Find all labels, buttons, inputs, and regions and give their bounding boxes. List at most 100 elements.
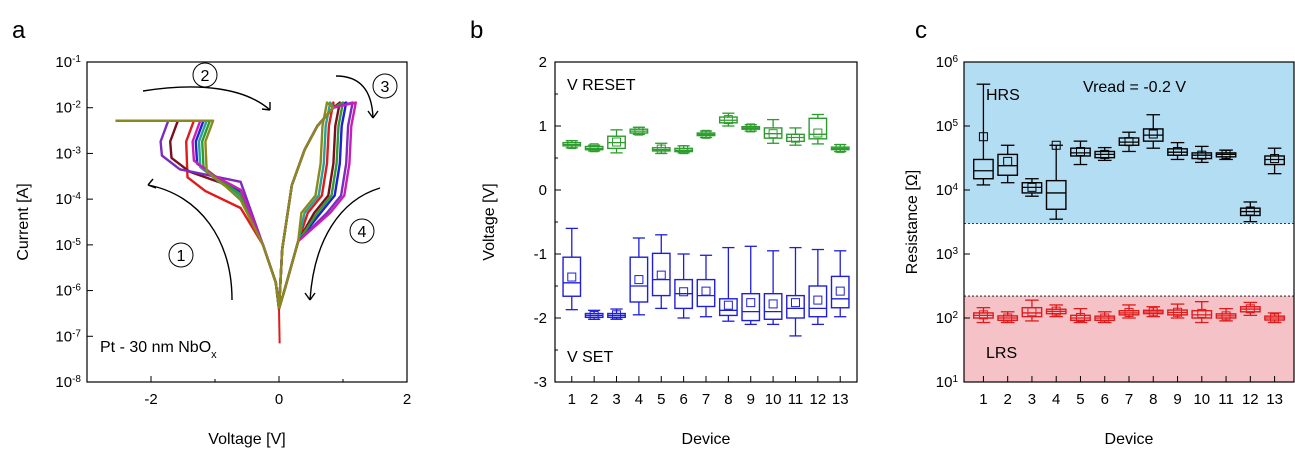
lrs-box-6-mean [1100, 313, 1110, 323]
sample-annotation-sub: x [211, 349, 217, 361]
step-marker-4 [349, 218, 375, 244]
state-bands [964, 62, 1294, 382]
set-box-6 [674, 253, 694, 319]
iv-curves [115, 101, 357, 344]
panel-b-x-tick-label: 5 [657, 391, 665, 408]
set-box-5-iqr [651, 252, 671, 297]
lrs-box-5-mean [1075, 312, 1085, 322]
panel-c-y-tick-label: 103 [936, 246, 959, 264]
set-box-9 [741, 245, 761, 326]
panel-c-x-tick-label: 12 [1242, 391, 1259, 408]
panel-b-y-tick-label: 1 [539, 118, 547, 135]
hrs-box-12 [1239, 201, 1261, 223]
set-box-7 [696, 254, 716, 318]
panel-b-x-tick-label: 13 [832, 391, 849, 408]
lrs-box-13 [1264, 312, 1285, 324]
hrs-box-9 [1167, 141, 1188, 161]
label-v-reset: V RESET [567, 77, 636, 94]
iv-curve-tail [278, 308, 281, 344]
reset-box-10-mean [768, 129, 778, 139]
panel-b-x-tick-label: 10 [765, 391, 782, 408]
panel-a-axes: -2 0 2 10-8 10-7 10-6 10-5 10-4 10-3 10-2 10-1 [55, 54, 411, 409]
sweep-arrow-2-head [261, 102, 271, 111]
lrs-box-4-mean [1051, 306, 1061, 316]
set-box-9-iqr [741, 292, 761, 322]
reset-box-8-mean [723, 115, 733, 125]
set-box-2 [584, 309, 604, 320]
sweep-arrow-1 [147, 184, 233, 301]
set-box-8-iqr [718, 298, 738, 317]
label-lrs: LRS [986, 345, 1017, 362]
voltage-boxplots [562, 112, 850, 337]
panel-b-letter: b [470, 17, 483, 44]
hrs-box-4-iqr [1045, 179, 1067, 210]
lrs-box-5 [1070, 307, 1091, 324]
reset-box-5 [651, 142, 671, 155]
hrs-box-3-mean [1027, 182, 1037, 192]
panel-c-xlabel: Device [1105, 431, 1154, 448]
lrs-box-7 [1118, 304, 1140, 319]
panel-c-x-tick-label: 1 [979, 391, 987, 408]
hrs-box-11 [1215, 149, 1237, 161]
lrs-box-9-mean [1173, 307, 1183, 317]
reset-box-10 [763, 118, 783, 144]
hrs-box-10 [1191, 145, 1213, 164]
set-box-4-mean [634, 275, 644, 285]
lrs-box-4 [1045, 304, 1067, 318]
set-box-11-mean [790, 298, 800, 308]
reset-box-6-mean [679, 145, 689, 155]
panel-b-y-tick-label: 2 [539, 54, 547, 71]
panel-c-x-tick-label: 9 [1173, 391, 1181, 408]
panel-a-letter: a [12, 17, 26, 44]
hrs-box-13-iqr [1264, 155, 1285, 166]
step-marker-2 [192, 62, 218, 88]
sweep-arrow-3 [335, 75, 374, 119]
set-box-13-iqr [830, 275, 850, 309]
lrs-box-8 [1142, 306, 1164, 318]
step-label-4: 4 [358, 224, 367, 241]
reset-box-6 [674, 145, 694, 155]
reset-box-4 [629, 126, 649, 136]
hrs-box-9-mean [1173, 146, 1183, 156]
hrs-box-4 [1045, 140, 1067, 220]
hrs-box-2-iqr [997, 153, 1019, 176]
hrs-box-2 [997, 144, 1019, 184]
reset-box-3 [607, 129, 626, 154]
hrs-box-10-mean [1197, 150, 1207, 160]
sweep-arrow-1-head [147, 178, 157, 189]
set-box-4-iqr [629, 256, 649, 303]
resistance-boxplots [973, 83, 1285, 324]
sample-annotation: Pt - 30 nm NbOx [100, 339, 217, 361]
sweep-arrows [142, 75, 381, 301]
panel-a-y-tick-label: 10-6 [55, 282, 81, 300]
lrs-box-1-mean [978, 310, 988, 320]
set-box-9-mean [746, 298, 756, 308]
panel-a-xlabel: Voltage [V] [208, 431, 285, 448]
reset-box-13-mean [835, 143, 845, 153]
label-hrs: HRS [986, 87, 1020, 104]
step-marker-3 [372, 73, 398, 99]
lrs-box-3 [1021, 299, 1043, 322]
lrs-box-7-mean [1124, 307, 1134, 317]
reset-box-12-iqr [808, 117, 828, 140]
panel-a-y-tick-label: 10-5 [55, 236, 81, 254]
panel-a-x-tick-label: -2 [144, 391, 157, 408]
iv-curve-1 [115, 101, 335, 310]
panel-a-x-tick-label: 2 [403, 391, 411, 408]
set-box-10-iqr [763, 292, 783, 320]
label-vread: Vread = -0.2 V [1083, 79, 1186, 96]
hrs-box-1 [973, 83, 994, 186]
hrs-box-11-mean [1221, 149, 1231, 159]
panel-a-y-tick-label: 10-2 [55, 99, 81, 117]
sweep-arrow-4 [309, 187, 381, 301]
reset-box-7-mean [701, 129, 711, 139]
set-box-10-mean [768, 299, 778, 309]
lrs-box-3-mean [1027, 307, 1037, 317]
reset-box-12 [808, 113, 828, 145]
panel-c-y-tick-label: 102 [936, 310, 959, 328]
reset-box-8 [718, 112, 738, 127]
hrs-box-1-iqr [973, 158, 994, 180]
panel-c-x-tick-label: 8 [1149, 391, 1157, 408]
